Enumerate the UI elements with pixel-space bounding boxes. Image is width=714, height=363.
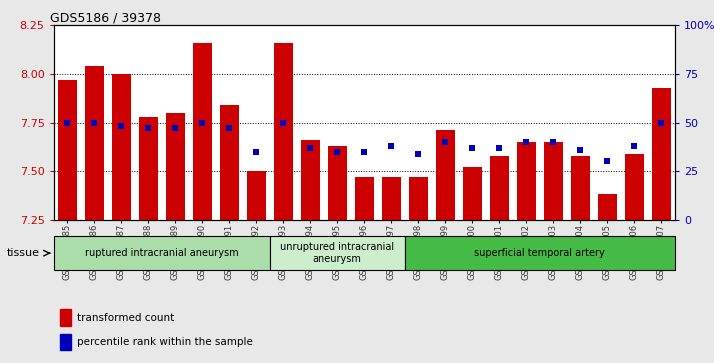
Text: unruptured intracranial
aneurysm: unruptured intracranial aneurysm [280,242,394,264]
Bar [625,154,644,220]
Point [548,139,559,145]
Bar [58,80,76,220]
Point [521,139,532,145]
Point [196,119,208,125]
Bar [570,155,590,220]
Bar [517,142,536,220]
Point [278,119,289,125]
Bar [301,140,320,220]
Point [223,126,235,131]
Bar [355,177,373,220]
Point [493,145,505,151]
Point [655,119,667,125]
Bar [408,177,428,220]
Point [331,149,343,155]
Point [575,147,586,152]
Bar [405,236,675,270]
Bar [270,236,405,270]
Point [386,143,397,149]
Bar [60,309,71,326]
Bar [139,117,158,220]
Bar [111,74,131,220]
Bar [54,236,270,270]
Point [601,158,613,164]
Point [251,149,262,155]
Bar [652,87,670,220]
Bar [85,66,104,220]
Point [116,123,127,129]
Text: ruptured intracranial aneurysm: ruptured intracranial aneurysm [85,248,238,258]
Point [142,126,154,131]
Bar [273,43,293,220]
Point [628,143,640,149]
Bar [490,155,508,220]
Bar [544,142,563,220]
Bar [193,43,211,220]
Point [439,139,451,145]
Text: percentile rank within the sample: percentile rank within the sample [77,337,253,347]
Point [466,145,478,151]
Bar [246,171,266,220]
Bar [598,194,617,220]
Text: GDS5186 / 39378: GDS5186 / 39378 [51,11,161,24]
Point [61,119,73,125]
Text: tissue: tissue [7,248,40,258]
Point [304,145,316,151]
Bar [328,146,346,220]
Text: transformed count: transformed count [77,313,174,323]
Bar [220,105,238,220]
Bar [436,130,455,220]
Point [89,119,100,125]
Text: superficial temporal artery: superficial temporal artery [474,248,605,258]
Point [413,151,424,156]
Bar [166,113,184,220]
Bar [463,167,482,220]
Point [169,126,181,131]
Bar [382,177,401,220]
Point [358,149,370,155]
Bar [60,334,71,350]
